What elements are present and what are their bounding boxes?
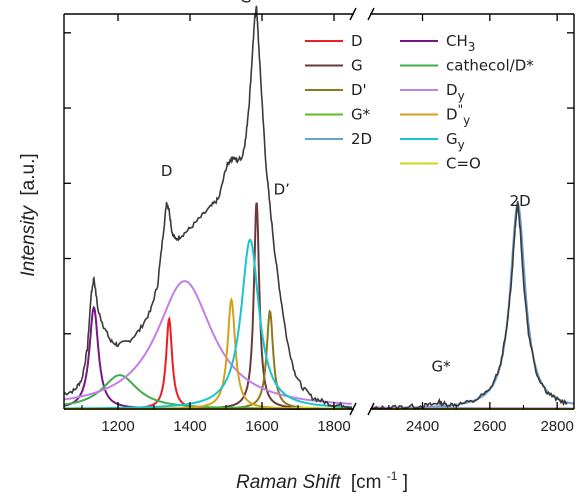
x-axis-title-unit-sup: -1 (387, 469, 398, 483)
x-tick-label: 2800 (540, 418, 573, 435)
measured-line-right (371, 201, 568, 411)
x-axis-title-main: Raman Shift (236, 472, 341, 493)
series-d-y-line (64, 296, 574, 410)
peak-label: D’ (274, 181, 290, 199)
peak-label: G* (431, 357, 451, 375)
y-axis-title-unit: [a.u.] (18, 153, 39, 195)
axis-break-mark (349, 402, 357, 416)
plot-frame (63, 7, 575, 416)
axis-break-mark (367, 7, 375, 21)
legend-label: G (351, 57, 363, 75)
series-d-line (64, 316, 574, 410)
peak-annotations: GDD’2DG* (161, 0, 531, 375)
legend-label: Gy (446, 130, 465, 152)
legend-label: Dy (446, 81, 465, 103)
legend-label: D' (351, 81, 367, 99)
x-tick-label: 2400 (406, 418, 439, 435)
peak-label: D (161, 162, 173, 180)
legend-label: 2D (351, 130, 372, 148)
y-axis-title: Intensity [a.u.] (18, 153, 39, 276)
axis-break-mark (349, 7, 357, 21)
series-2d-line (64, 202, 575, 410)
measured-line-left (63, 5, 353, 410)
series-ch3-line (63, 305, 574, 410)
legend-label: C=O (446, 155, 481, 173)
legend-label: D"y (446, 103, 470, 128)
legend-label: G* (351, 106, 371, 124)
x-axis-title: Raman Shift [cm -1 ] (236, 464, 408, 493)
series-dy-line (63, 280, 574, 410)
series-g-line (64, 202, 574, 410)
fit-curves (63, 202, 575, 410)
legend-label: CH3 (446, 32, 475, 54)
x-axis-title-unit-close: ] (403, 472, 408, 493)
legend-label: D (351, 32, 363, 50)
legend-label: cathecol/D* (446, 57, 534, 75)
x-tick-label: 1400 (173, 418, 206, 435)
axis-ticks: 1200 1400 1600 1800 2400 2600 2800 (64, 14, 574, 435)
measured-spectrum (63, 5, 568, 411)
x-tick-label: 1200 (101, 418, 134, 435)
x-axis-title-unit-open: [cm (351, 472, 382, 493)
x-tick-label: 2600 (473, 418, 506, 435)
legend: DG D' G* 2D CH3 cathecol/D* DyD"yGy C=O (305, 32, 534, 173)
peak-label: G (240, 0, 252, 7)
x-tick-label: 1800 (317, 418, 350, 435)
x-tick-label: 1600 (245, 418, 278, 435)
y-axis-title-main: Intensity (18, 204, 39, 276)
peak-label: 2D (510, 192, 531, 210)
axis-break-mark (367, 402, 375, 416)
